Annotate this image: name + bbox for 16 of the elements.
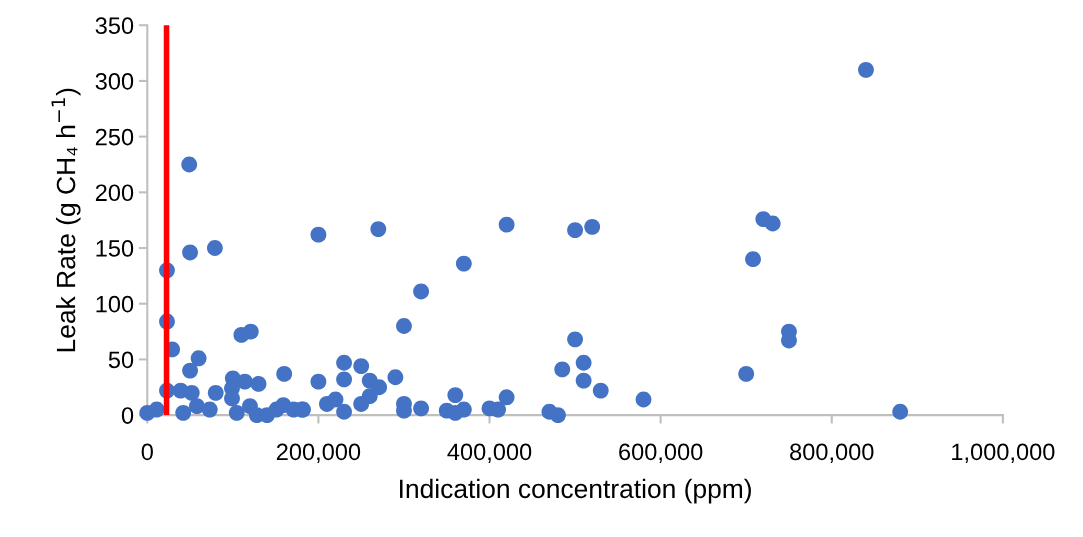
y-axis-title: Leak Rate (g CH₄ h$^{−1}$) <box>51 88 81 352</box>
x-tick-label: 600,000 <box>619 443 703 464</box>
y-tick-label: 100 <box>96 295 134 313</box>
x-tick-label: 0 <box>141 443 153 461</box>
x-tick-label: 400,000 <box>447 443 532 464</box>
y-tick-label: 150 <box>96 240 134 257</box>
x-tick-label: 800,000 <box>790 443 874 464</box>
x-axis-title: Indication concentration (ppm) <box>400 478 751 504</box>
y-tick-label: 350 <box>95 17 134 35</box>
y-tick-label: 200 <box>95 184 134 202</box>
x-tick-label: 1,000,000 <box>952 443 1055 464</box>
x-tick-label: 200,000 <box>276 443 361 464</box>
y-tick-label: 0 <box>121 407 134 424</box>
y-tick-label: 300 <box>95 73 134 90</box>
y-tick-label: 50 <box>108 351 134 369</box>
y-tick-label: 250 <box>95 128 134 146</box>
